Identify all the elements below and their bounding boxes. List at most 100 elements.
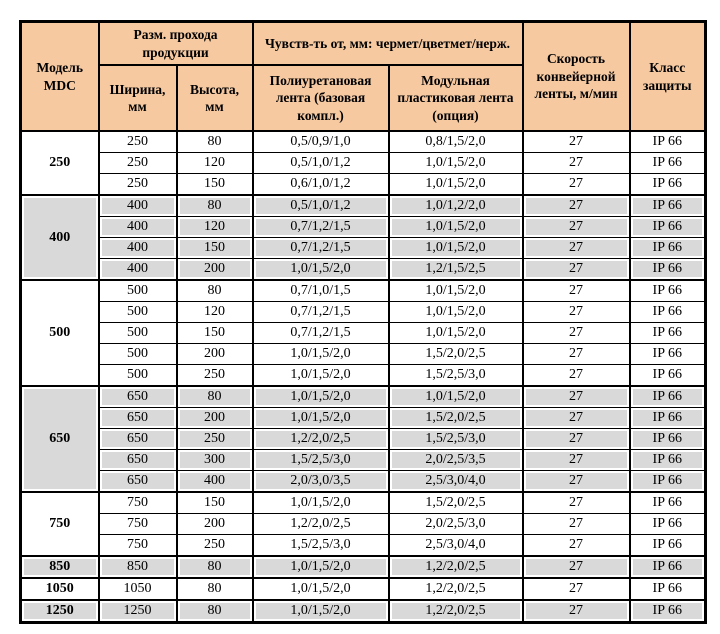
cell-width: 250 — [97, 173, 178, 196]
table-row: 650 250 1,2/2,0/2,5 1,5/2,5/3,0 27 IP 66 — [21, 428, 707, 451]
cell-modular-belt: 1,0/1,5/2,0 — [387, 322, 524, 345]
cell-height: 250 — [175, 428, 254, 451]
header-width: Ширина, мм — [97, 64, 178, 133]
cell-height: 250 — [175, 534, 254, 557]
cell-height: 80 — [175, 130, 254, 154]
cell-protection: IP 66 — [628, 130, 707, 154]
cell-height: 120 — [175, 301, 254, 324]
cell-speed: 27 — [521, 491, 631, 515]
cell-modular-belt: 1,5/2,0/2,5 — [387, 343, 524, 366]
cell-protection: IP 66 — [628, 194, 707, 218]
cell-modular-belt: 1,2/2,0/2,5 — [387, 599, 524, 624]
cell-protection: IP 66 — [628, 407, 707, 430]
cell-protection: IP 66 — [628, 364, 707, 387]
table-row: 650 200 1,0/1,5/2,0 1,5/2,0/2,5 27 IP 66 — [21, 407, 707, 430]
cell-height: 250 — [175, 364, 254, 387]
cell-height: 80 — [175, 279, 254, 303]
table-header: Модель MDC Разм. прохода продукции Чувст… — [19, 20, 707, 133]
cell-poly-belt: 1,5/2,5/3,0 — [251, 534, 390, 557]
cell-poly-belt: 0,6/1,0/1,2 — [251, 173, 390, 196]
cell-modular-belt: 1,5/2,0/2,5 — [387, 407, 524, 430]
cell-speed: 27 — [521, 428, 631, 451]
cell-speed: 27 — [521, 322, 631, 345]
cell-modular-belt: 1,0/1,5/2,0 — [387, 152, 524, 175]
cell-speed: 27 — [521, 513, 631, 536]
table-row: 400 400 80 0,5/1,0/1,2 1,0/1,2/2,0 27 IP 66 — [19, 194, 707, 281]
cell-speed: 27 — [521, 216, 631, 239]
table-row: 1050 1050 80 1,0/1,5/2,0 1,2/2,0/2,5 27 IP 66 — [19, 577, 707, 601]
cell-modular-belt: 1,0/1,5/2,0 — [387, 301, 524, 324]
cell-height: 150 — [175, 173, 254, 196]
cell-height: 120 — [175, 216, 254, 239]
table-row: 1250 1250 80 1,0/1,5/2,0 1,2/2,0/2,5 27 IP 66 — [19, 599, 707, 624]
cell-protection: IP 66 — [628, 173, 707, 196]
cell-width: 500 — [97, 322, 178, 345]
cell-height: 80 — [175, 385, 254, 409]
cell-width: 650 — [97, 385, 178, 409]
table-row: 250 120 0,5/1,0/1,2 1,0/1,5/2,0 27 IP 66 — [21, 152, 707, 175]
cell-poly-belt: 0,7/1,2/1,5 — [251, 237, 390, 260]
cell-poly-belt: 1,0/1,5/2,0 — [251, 343, 390, 366]
cell-height: 80 — [175, 577, 254, 601]
cell-protection: IP 66 — [628, 577, 707, 601]
cell-width: 750 — [97, 534, 178, 557]
cell-protection: IP 66 — [628, 343, 707, 366]
cell-poly-belt: 0,7/1,2/1,5 — [251, 216, 390, 239]
cell-poly-belt: 1,0/1,5/2,0 — [251, 577, 390, 601]
cell-width: 500 — [97, 301, 178, 324]
cell-speed: 27 — [521, 343, 631, 366]
cell-modular-belt: 1,5/2,0/2,5 — [387, 491, 524, 515]
cell-speed: 27 — [521, 555, 631, 579]
header-modular-belt: Модульная пластиковая лента (опция) — [387, 64, 524, 133]
cell-speed: 27 — [521, 577, 631, 601]
cell-width: 650 — [97, 449, 178, 472]
table-row: 750 750 150 1,0/1,5/2,0 1,5/2,0/2,5 27 IP 66 — [19, 491, 707, 557]
cell-height: 150 — [175, 322, 254, 345]
table-row: 850 850 80 1,0/1,5/2,0 1,2/2,0/2,5 27 IP 66 — [19, 555, 707, 579]
cell-protection: IP 66 — [628, 428, 707, 451]
cell-width: 500 — [97, 364, 178, 387]
cell-height: 150 — [175, 491, 254, 515]
cell-poly-belt: 1,0/1,5/2,0 — [251, 599, 390, 624]
cell-modular-belt: 1,2/2,0/2,5 — [387, 555, 524, 579]
cell-poly-belt: 0,7/1,2/1,5 — [251, 322, 390, 345]
cell-modular-belt: 2,5/3,0/4,0 — [387, 534, 524, 557]
cell-width: 650 — [97, 470, 178, 493]
cell-protection: IP 66 — [628, 534, 707, 557]
cell-modular-belt: 0,8/1,5/2,0 — [387, 130, 524, 154]
header-sensitivity: Чувств-ть от, мм: чермет/цветмет/нерж. — [251, 20, 524, 67]
cell-model: 400 — [19, 194, 100, 281]
cell-width: 650 — [97, 407, 178, 430]
cell-width: 1250 — [97, 599, 178, 624]
cell-height: 120 — [175, 152, 254, 175]
cell-model: 1250 — [19, 599, 100, 624]
cell-modular-belt: 2,0/2,5/3,5 — [387, 449, 524, 472]
cell-speed: 27 — [521, 385, 631, 409]
cell-width: 650 — [97, 428, 178, 451]
cell-modular-belt: 1,5/2,5/3,0 — [387, 364, 524, 387]
cell-height: 400 — [175, 470, 254, 493]
cell-poly-belt: 1,5/2,5/3,0 — [251, 449, 390, 472]
cell-width: 250 — [97, 152, 178, 175]
cell-height: 200 — [175, 343, 254, 366]
cell-model: 1050 — [19, 577, 100, 601]
cell-modular-belt: 1,2/1,5/2,5 — [387, 258, 524, 281]
cell-speed: 27 — [521, 237, 631, 260]
cell-height: 200 — [175, 407, 254, 430]
cell-width: 500 — [97, 279, 178, 303]
cell-poly-belt: 1,0/1,5/2,0 — [251, 407, 390, 430]
cell-poly-belt: 1,0/1,5/2,0 — [251, 258, 390, 281]
cell-poly-belt: 0,7/1,0/1,5 — [251, 279, 390, 303]
table-row: 750 200 1,2/2,0/2,5 2,0/2,5/3,0 27 IP 66 — [21, 513, 707, 536]
cell-modular-belt: 1,5/2,5/3,0 — [387, 428, 524, 451]
table-row: 650 650 80 1,0/1,5/2,0 1,0/1,5/2,0 27 IP 66 — [19, 385, 707, 493]
table-row: 400 120 0,7/1,2/1,5 1,0/1,5/2,0 27 IP 66 — [21, 216, 707, 239]
table-row: 250 250 80 0,5/0,9/1,0 0,8/1,5/2,0 27 IP 66 — [19, 130, 707, 196]
table-row: 500 250 1,0/1,5/2,0 1,5/2,5/3,0 27 IP 66 — [21, 364, 707, 387]
cell-speed: 27 — [521, 152, 631, 175]
cell-poly-belt: 1,2/2,0/2,5 — [251, 513, 390, 536]
cell-poly-belt: 1,0/1,5/2,0 — [251, 364, 390, 387]
cell-speed: 27 — [521, 599, 631, 624]
cell-modular-belt: 1,0/1,5/2,0 — [387, 279, 524, 303]
cell-height: 200 — [175, 258, 254, 281]
